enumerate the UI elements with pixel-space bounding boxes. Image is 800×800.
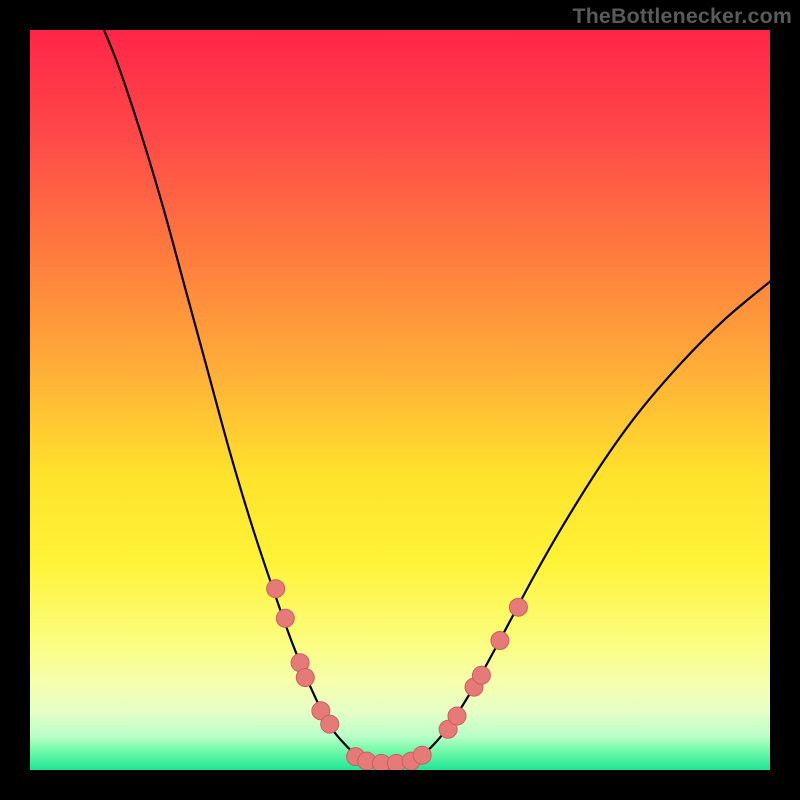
curve-marker (491, 632, 509, 650)
curve-marker (448, 707, 466, 725)
curve-marker (276, 609, 294, 627)
curve-marker (413, 746, 431, 764)
plot-area (30, 30, 770, 770)
curve-marker (296, 669, 314, 687)
curve-marker (267, 580, 285, 598)
curve-marker (472, 666, 490, 684)
curve-marker (509, 598, 527, 616)
curve-marker (321, 715, 339, 733)
watermark-label: TheBottlenecker.com (572, 4, 792, 29)
gradient-background (30, 30, 770, 770)
bottleneck-curve-chart (30, 30, 770, 770)
chart-frame: TheBottlenecker.com (0, 0, 800, 800)
